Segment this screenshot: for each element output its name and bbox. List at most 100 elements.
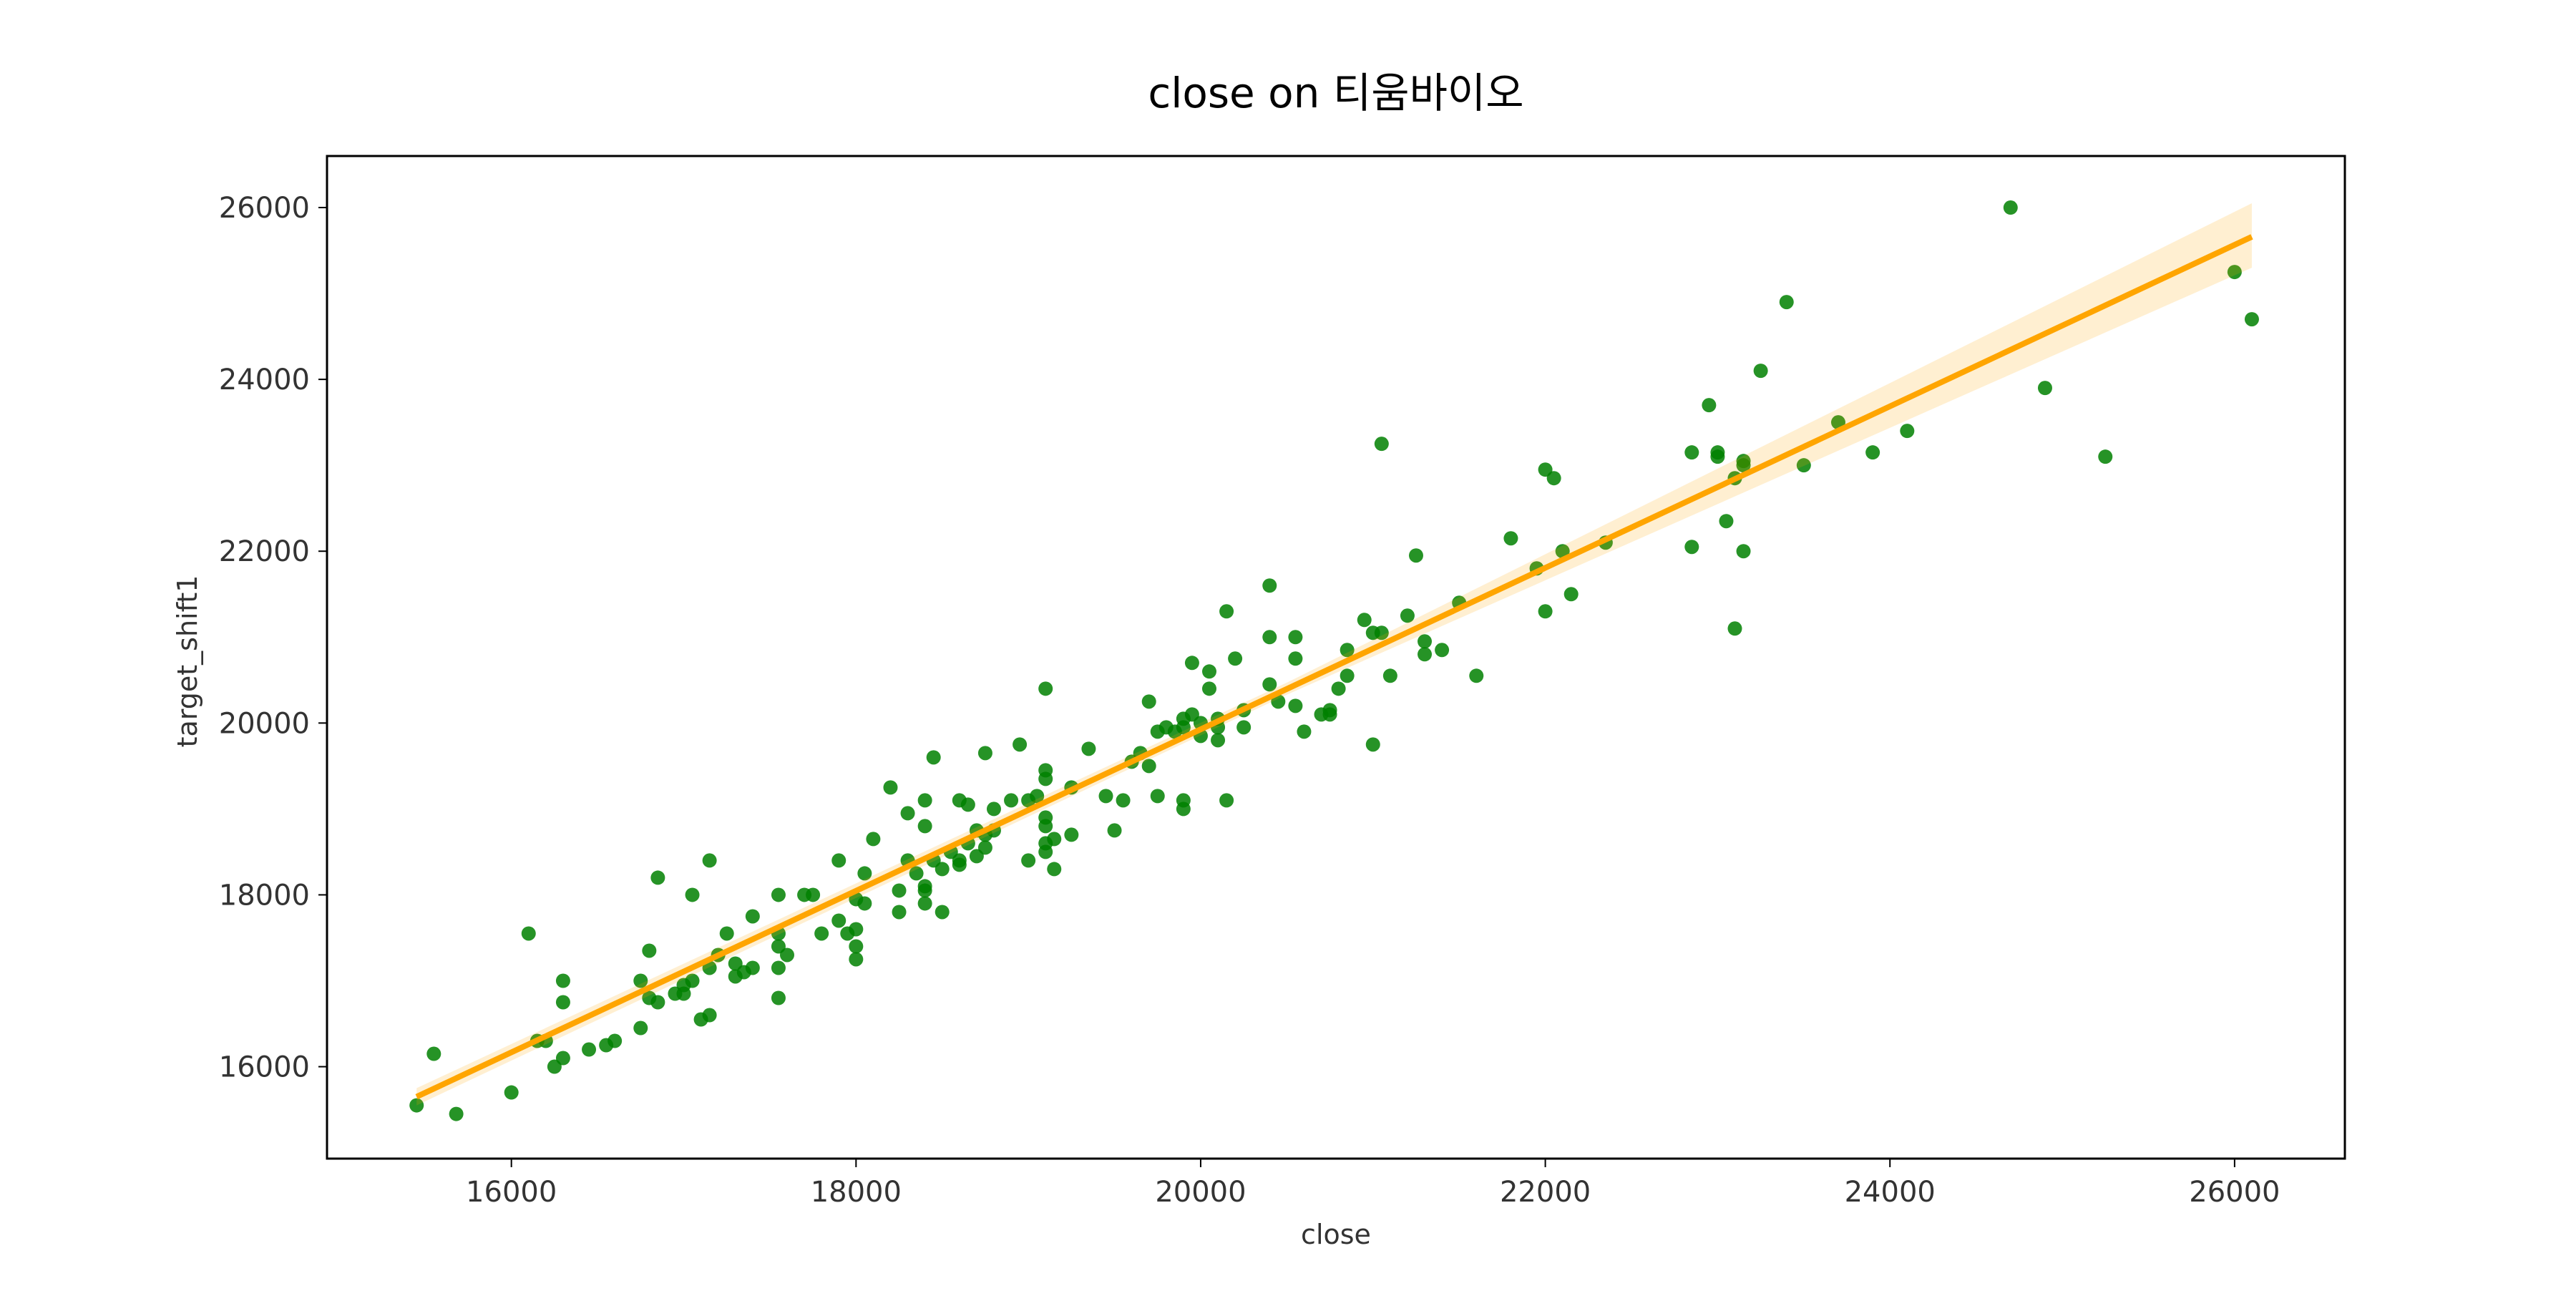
- point: [1038, 763, 1053, 778]
- y-tick-label: 22000: [219, 535, 310, 568]
- point: [1340, 643, 1355, 658]
- point: [1262, 677, 1277, 692]
- point: [771, 887, 786, 902]
- point: [977, 746, 992, 761]
- point: [1779, 295, 1794, 310]
- point: [1141, 694, 1156, 709]
- point: [1262, 630, 1277, 645]
- point: [745, 909, 760, 924]
- point: [1408, 548, 1423, 563]
- y-tick-label: 16000: [219, 1051, 310, 1084]
- point: [685, 973, 700, 988]
- point: [909, 866, 924, 881]
- point: [702, 853, 717, 868]
- y-tick-label: 24000: [219, 364, 310, 396]
- point: [1047, 832, 1062, 847]
- point: [1201, 664, 1216, 679]
- y-tick-label: 26000: [219, 192, 310, 225]
- point: [1004, 793, 1019, 808]
- point: [633, 1020, 648, 1036]
- point: [1435, 643, 1450, 658]
- point: [1736, 454, 1751, 469]
- point: [1684, 540, 1699, 555]
- point: [1038, 681, 1053, 696]
- point: [1201, 681, 1216, 696]
- point: [831, 853, 847, 868]
- point: [1702, 398, 1717, 413]
- point: [1013, 737, 1028, 752]
- point: [831, 913, 847, 928]
- regression-line: [415, 234, 2253, 1100]
- point: [917, 819, 932, 834]
- point: [1236, 720, 1252, 735]
- point: [883, 780, 898, 795]
- point: [1107, 823, 1122, 838]
- point: [857, 896, 872, 911]
- point: [1382, 668, 1397, 683]
- point: [1753, 364, 1768, 379]
- point: [771, 990, 786, 1005]
- point: [449, 1106, 464, 1121]
- point: [917, 896, 932, 911]
- point: [857, 866, 872, 881]
- point: [633, 973, 648, 988]
- x-tick-label: 16000: [466, 1176, 557, 1209]
- point: [986, 802, 1001, 817]
- point: [426, 1046, 441, 1061]
- x-tick-label: 18000: [811, 1176, 902, 1209]
- point: [1374, 625, 1389, 640]
- point: [1727, 621, 1742, 636]
- point: [2098, 449, 2113, 464]
- x-axis-label: close: [1301, 1219, 1371, 1250]
- point: [1710, 445, 1725, 460]
- point: [1418, 634, 1433, 649]
- y-axis-label: target_shift1: [172, 575, 203, 748]
- y-tick-label: 18000: [219, 879, 310, 912]
- point: [917, 879, 932, 894]
- point: [1563, 587, 1579, 602]
- point: [1374, 437, 1389, 452]
- point: [1736, 544, 1751, 559]
- point: [1684, 445, 1699, 460]
- point: [1546, 471, 1561, 486]
- point: [892, 905, 907, 920]
- point: [1150, 789, 1165, 804]
- point: [1331, 681, 1346, 696]
- y-tick-label: 20000: [219, 707, 310, 740]
- point: [1271, 694, 1286, 709]
- point: [771, 960, 786, 975]
- point: [1116, 793, 1131, 808]
- point: [926, 750, 941, 765]
- point: [1262, 578, 1277, 593]
- x-tick-label: 24000: [1845, 1176, 1936, 1209]
- point: [960, 797, 975, 812]
- x-tick-label: 22000: [1500, 1176, 1591, 1209]
- point: [952, 853, 967, 868]
- point: [1288, 651, 1303, 666]
- x-tick-label: 26000: [2189, 1176, 2280, 1209]
- point: [814, 926, 829, 941]
- point: [900, 806, 915, 821]
- point: [977, 840, 992, 855]
- point: [1098, 789, 1113, 804]
- point: [521, 926, 536, 941]
- point: [650, 870, 665, 885]
- point: [935, 862, 950, 877]
- point: [409, 1098, 424, 1113]
- point: [935, 905, 950, 920]
- chart-title: close on 티움바이오: [1148, 69, 1523, 117]
- point: [1469, 668, 1484, 683]
- point: [1141, 759, 1156, 774]
- point: [806, 887, 821, 902]
- point: [719, 926, 734, 941]
- point: [892, 883, 907, 898]
- point: [702, 1008, 717, 1023]
- point: [917, 793, 932, 808]
- point: [1865, 445, 1880, 460]
- point: [504, 1085, 519, 1100]
- plot-frame: [326, 155, 2346, 1160]
- point: [1357, 613, 1372, 628]
- point: [608, 1033, 623, 1048]
- x-tick-label: 20000: [1155, 1176, 1246, 1209]
